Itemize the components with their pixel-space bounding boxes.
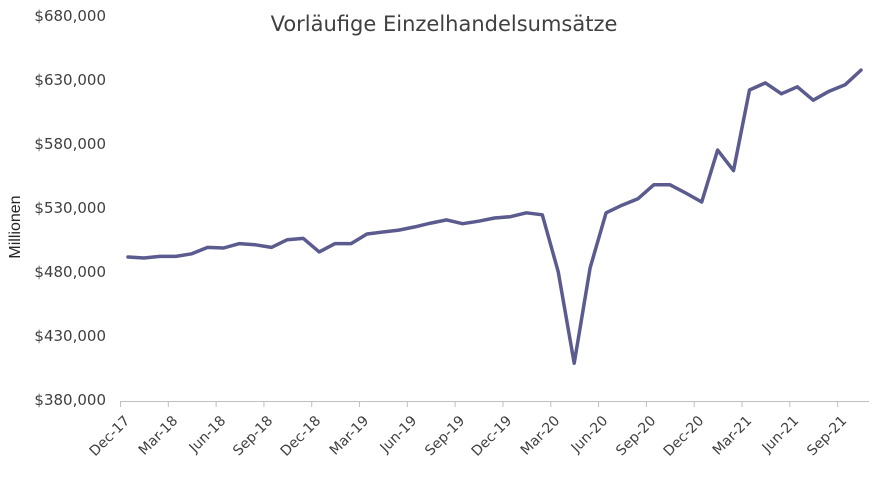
y-tick-label: $580,000 [34,135,106,153]
chart-title: Vorläufige Einzelhandelsumsätze [270,12,618,36]
data-series-line [126,68,863,365]
x-axis-tick-marks [120,401,839,407]
y-tick-label: $630,000 [34,71,106,89]
y-tick-label: $530,000 [34,199,106,217]
y-tick-label: $680,000 [34,7,106,25]
y-tick-label: $380,000 [34,391,106,409]
y-tick-label: $480,000 [34,263,106,281]
y-tick-label: $430,000 [34,327,106,345]
